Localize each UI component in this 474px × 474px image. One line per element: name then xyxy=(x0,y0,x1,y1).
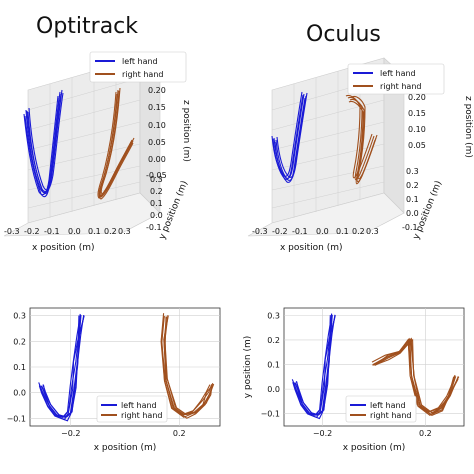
left-hand-trace xyxy=(40,317,85,422)
z-ticks-oculus: 0.20 0.15 0.10 0.05 xyxy=(408,93,426,150)
x-axis-label-oculus: x position (m) xyxy=(280,243,343,253)
left-hand-3d-traces xyxy=(271,91,308,183)
right-hand-3d-traces xyxy=(97,87,135,200)
z-tick: 0.05 xyxy=(148,138,166,147)
z-tick: 0.15 xyxy=(148,103,166,112)
x-tick: 0.1 xyxy=(88,227,101,236)
x-tick-label: −0.2 xyxy=(313,429,332,438)
left-hand-trace xyxy=(295,314,336,416)
x-tick: 0.0 xyxy=(68,227,81,236)
legend-label-right-hand: right hand xyxy=(122,70,163,79)
right-hand-trace xyxy=(161,315,211,416)
left-hand-series xyxy=(291,313,336,420)
z-tick: -0.05 xyxy=(146,171,167,180)
y-tick-label: 0.3 xyxy=(267,311,280,320)
legend-label: right hand xyxy=(370,411,411,420)
right-hand-series xyxy=(371,337,460,417)
x-tick: 0.3 xyxy=(118,227,131,236)
y-tick: 0.0 xyxy=(406,209,419,218)
oculus-3d-plot: left hand right hand 0.20 0.15 0.10 0.05… xyxy=(247,57,473,253)
x-tick: -0.2 xyxy=(272,227,288,236)
title-optitrack: Optitrack xyxy=(36,14,139,39)
y-tick: 0.3 xyxy=(150,175,163,184)
floor-pane xyxy=(247,192,405,237)
y-tick-label: 0.1 xyxy=(13,363,26,372)
left-hand-trace xyxy=(38,315,81,419)
right-hand-trace xyxy=(164,315,215,416)
right-hand-trace xyxy=(371,338,456,413)
z-tick: 0.20 xyxy=(148,86,166,95)
x-tick: -0.1 xyxy=(44,227,60,236)
x-axis-label: x position (m) xyxy=(343,443,406,453)
z-ticks-optitrack: 0.20 0.15 0.10 0.05 0.00 -0.05 xyxy=(146,86,167,180)
left-hand-trace xyxy=(42,315,85,418)
legend-oculus-3d: left hand right hand xyxy=(347,63,445,95)
y-tick: 0.0 xyxy=(150,211,163,220)
x-tick-label: 0.2 xyxy=(173,429,186,438)
x-tick: -0.2 xyxy=(24,227,40,236)
x-axis-label-optitrack: x position (m) xyxy=(32,243,95,253)
legend-label-right-hand: right hand xyxy=(380,82,421,91)
right-hand-series xyxy=(160,313,215,419)
z-tick: 0.05 xyxy=(408,141,426,150)
y-tick-label: 0.3 xyxy=(13,312,26,321)
z-tick: 0.15 xyxy=(408,109,426,118)
left-hand-trace xyxy=(292,315,333,416)
y-tick-label: −0.1 xyxy=(7,414,26,423)
x-tick: 0.2 xyxy=(352,227,365,236)
x-tick: 0.1 xyxy=(336,227,349,236)
legend-label-left-hand: left hand xyxy=(380,69,416,78)
y-tick: 0.1 xyxy=(406,195,419,204)
y-tick-label: 0.1 xyxy=(267,361,280,370)
legend-label-left-hand: left hand xyxy=(122,57,158,66)
right-hand-3d-traces xyxy=(345,94,378,185)
y-tick: 0.2 xyxy=(406,181,419,190)
y-tick: 0.1 xyxy=(150,199,163,208)
x-tick: 0.2 xyxy=(104,227,117,236)
x-ticks-oculus: -0.3 -0.2 -0.1 0.0 0.1 0.2 0.3 xyxy=(252,227,379,236)
title-oculus: Oculus xyxy=(306,22,381,47)
x-ticks-optitrack: -0.3 -0.2 -0.1 0.0 0.1 0.2 0.3 xyxy=(4,227,131,236)
y-tick-label: 0.2 xyxy=(267,336,280,345)
x-axis-label: x position (m) xyxy=(94,443,157,453)
x-tick: 0.3 xyxy=(366,227,379,236)
z-axis-label-oculus: z position (m) xyxy=(463,96,473,158)
y-tick-label: 0.0 xyxy=(13,389,26,398)
x-tick: -0.3 xyxy=(4,227,20,236)
legend-optitrack-3d: left hand right hand xyxy=(89,51,187,83)
legend-label: right hand xyxy=(121,411,162,420)
z-tick: 0.20 xyxy=(408,93,426,102)
optitrack-3d-plot: left hand right hand 0.20 0.15 0.10 0.05… xyxy=(3,51,191,253)
x-tick-label: −0.2 xyxy=(61,429,80,438)
y-tick: 0.2 xyxy=(150,187,163,196)
legend-label: left hand xyxy=(121,401,157,410)
z-tick: 0.10 xyxy=(148,121,166,130)
x-tick: 0.0 xyxy=(316,227,329,236)
legend-label: left hand xyxy=(370,401,406,410)
z-axis-label-optitrack: z position (m) xyxy=(181,100,191,162)
z-tick: 0.10 xyxy=(408,125,426,134)
y-ticks-oculus: 0.3 0.2 0.1 0.0 -0.1 xyxy=(402,167,419,232)
y-tick: 0.3 xyxy=(406,167,419,176)
x-tick: -0.1 xyxy=(292,227,308,236)
floor-pane xyxy=(3,192,161,237)
z-tick: 0.00 xyxy=(148,155,166,164)
x-tick-label: 0.2 xyxy=(419,429,432,438)
right-hand-trace xyxy=(372,338,456,413)
y-tick-label: 0.2 xyxy=(13,337,26,346)
left-hand-series xyxy=(38,313,85,422)
x-tick: -0.3 xyxy=(252,227,268,236)
y-tick: -0.1 xyxy=(402,223,418,232)
y-ticks-optitrack: 0.3 0.2 0.1 0.0 -0.1 xyxy=(146,175,163,232)
y-axis-label: y position (m) xyxy=(243,336,253,399)
left-hand-3d-traces xyxy=(23,89,64,198)
y-tick-label: −0.1 xyxy=(261,410,280,419)
y-tick-label: 0.0 xyxy=(267,385,280,394)
y-tick: -0.1 xyxy=(146,223,162,232)
